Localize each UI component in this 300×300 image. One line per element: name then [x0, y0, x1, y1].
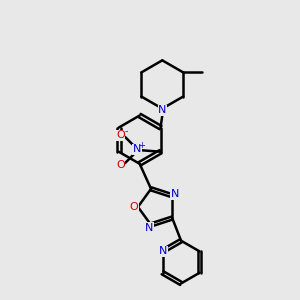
Text: N: N [133, 144, 141, 154]
Text: N: N [159, 246, 167, 256]
Text: O: O [116, 160, 125, 170]
Text: O: O [116, 130, 125, 140]
Text: N: N [158, 105, 166, 115]
Text: N: N [171, 189, 179, 199]
Text: O: O [129, 202, 138, 212]
Text: N: N [145, 223, 154, 233]
Text: -: - [124, 126, 128, 136]
Text: +: + [138, 141, 145, 150]
